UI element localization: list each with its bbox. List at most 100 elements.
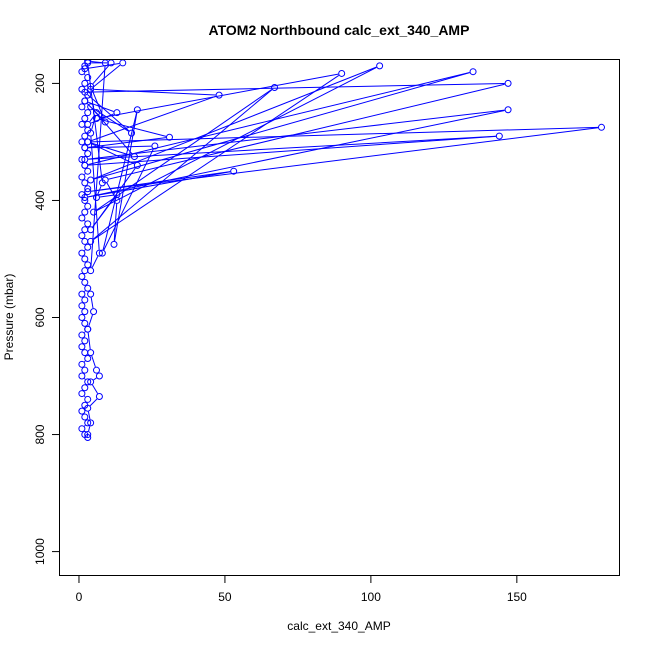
data-point [113,109,121,117]
data-point [87,237,95,245]
series-segment [84,331,86,333]
data-point [495,132,503,140]
x-tick-label: 150 [507,590,527,604]
series-segment [91,126,599,143]
data-point [84,109,92,117]
series-segment [108,83,505,180]
data-point [113,191,121,199]
data-point [81,226,89,234]
series-segment [93,377,97,381]
data-point [95,372,103,380]
series-segment [87,94,130,132]
data-point [87,267,95,275]
data-point [81,88,89,96]
series-segment [88,314,93,327]
data-point [101,60,109,67]
data-point [78,331,86,339]
data-point [78,407,86,415]
data-point [81,308,89,316]
series-segment [84,91,86,93]
series-segment [84,424,86,427]
data-point [84,261,92,269]
data-point [78,425,86,433]
series-segment [84,73,86,76]
y-tick-label: 600 [33,307,47,327]
data-point [84,419,92,427]
data-point [81,115,89,123]
data-point [84,325,92,333]
series-segment [92,65,110,85]
data-point [78,302,86,310]
x-axis-label: calc_ext_340_AMP [287,619,390,633]
data-point [81,384,89,392]
series-segment [87,101,114,112]
data-point [78,372,86,380]
series-segment [88,135,496,166]
data-point [84,431,92,439]
data-point [504,79,512,87]
data-point [84,60,92,65]
series-segment [88,426,91,432]
series-segment [91,115,97,130]
data-point [87,85,95,93]
x-tick-label: 0 [76,590,83,604]
data-point [133,106,141,114]
data-point [92,366,100,374]
plot-area [59,59,620,576]
series-segment [103,148,154,251]
data-point [87,176,95,184]
data-point [151,142,159,150]
series-segment [90,297,94,309]
series-segment [89,398,98,407]
series-segment [90,95,216,142]
series-segment [88,82,505,93]
series-segment [84,108,86,111]
series-segment [99,73,339,119]
series-1 [78,60,92,441]
series-segment [94,88,216,96]
data-point [84,395,92,403]
series-segment [90,66,106,268]
series-segment [84,220,86,222]
series-layer [78,60,605,441]
data-point [81,196,89,204]
data-point [84,167,92,175]
data-point [92,109,100,117]
series-segment [87,66,103,180]
data-point [81,431,89,439]
data-point [84,138,92,146]
data-point [469,68,477,76]
series-segment [87,411,91,420]
data-point [78,232,86,240]
series-segment [84,360,86,363]
data-point [87,349,95,357]
series-segment [92,197,116,228]
series-segment [84,126,86,129]
x-tick-label: 50 [218,590,232,604]
data-point [87,103,95,111]
data-point [78,214,86,222]
data-point [81,97,89,105]
series-segment [92,384,99,394]
chart-title: ATOM2 Northbound calc_ext_340_AMP [209,22,470,38]
data-point [119,60,127,67]
series-segment [84,395,86,398]
series-segment [87,332,91,350]
x-tick-label: 100 [361,590,381,604]
series-segment [93,89,273,240]
data-point [81,413,89,421]
data-point [90,308,98,316]
series-2 [81,60,605,275]
data-point [78,173,86,181]
series-segment [96,89,272,211]
data-point [81,296,89,304]
data-point [215,91,223,99]
data-point [81,161,89,169]
series-segment [114,113,138,241]
data-point [110,240,118,248]
data-point [81,179,89,187]
series-segment [88,135,496,160]
data-point [78,138,86,146]
data-point [84,284,92,292]
